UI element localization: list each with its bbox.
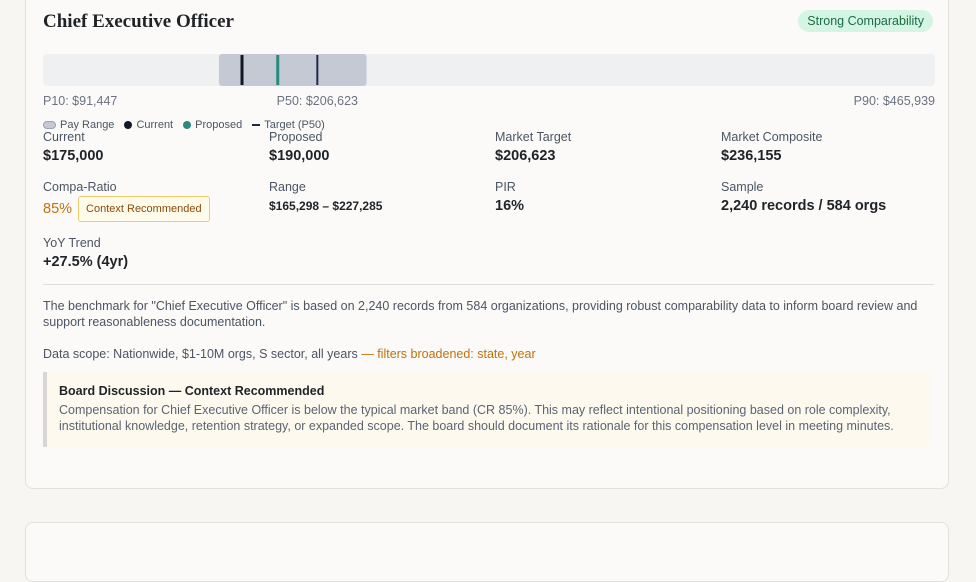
- scale-label: P90: $465,939: [853, 94, 935, 108]
- metric-label: Market Composite: [721, 130, 823, 144]
- legend-item: Target (P50): [252, 119, 325, 131]
- range-bar: [43, 54, 935, 86]
- metric-value: 2,240 records / 584 orgs: [721, 198, 887, 214]
- legend-label: Current: [136, 119, 174, 131]
- summary: The benchmark for "Chief Executive Offic…: [43, 299, 918, 329]
- metric: Market Composite $236,155: [721, 130, 822, 164]
- metric-value: $236,155: [721, 148, 782, 164]
- callout: Board Discussion — Context Recommended C…: [43, 372, 930, 447]
- legend-label: Target (P50): [264, 119, 325, 131]
- scale-label: P10: $91,447: [43, 94, 118, 108]
- metric-value: 85%: [43, 200, 73, 217]
- metric-label: Range: [269, 180, 306, 194]
- metric-value: $206,623: [495, 148, 556, 164]
- next-card: [25, 522, 949, 582]
- scope-text: Data scope: Nationwide, $1-10M orgs, S s…: [43, 347, 358, 361]
- legend-item: Proposed: [183, 119, 242, 131]
- metric-label: Proposed: [269, 130, 323, 144]
- metric: YoY Trend +27.5% (4yr): [43, 236, 128, 270]
- metric-label: YoY Trend: [43, 236, 101, 250]
- legend-icon: [252, 124, 261, 126]
- metric: Proposed $190,000: [269, 130, 329, 164]
- legend-icon: [183, 121, 192, 129]
- target-marker: [316, 55, 319, 85]
- metric: Current $175,000: [43, 130, 103, 164]
- proposed-marker: [276, 55, 280, 85]
- range-track: [43, 54, 935, 86]
- metric-value: $190,000: [269, 148, 330, 164]
- card-content: Chief Executive Officer Strong Comparabi…: [26, 1, 948, 490]
- legend-item: Pay Range: [43, 119, 114, 131]
- metric-label: PIR: [495, 180, 516, 194]
- legend-label: Proposed: [195, 119, 243, 131]
- scope-note: — filters broadened: state, year: [361, 347, 536, 361]
- metric-label: Compa-Ratio: [43, 180, 117, 194]
- metric: Sample 2,240 records / 584 orgs: [721, 180, 886, 214]
- legend-label: Pay Range: [60, 119, 115, 131]
- data-scope: Data scope: Nationwide, $1-10M orgs, S s…: [43, 346, 933, 362]
- page: Chief Executive Officer Strong Comparabi…: [25, 0, 949, 582]
- metric-value: 16%: [495, 198, 525, 214]
- callout-title: Board Discussion — Context Recommended: [59, 384, 325, 398]
- metric-value: $175,000: [43, 148, 104, 164]
- legend-icon: [124, 121, 133, 129]
- metric-label: Market Target: [495, 130, 572, 144]
- metric: Range $165,298 – $227,285: [269, 180, 382, 213]
- divider: [43, 284, 934, 285]
- current-marker: [240, 55, 244, 85]
- scale-label: P50: $206,623: [276, 94, 358, 108]
- metric-label: Current: [43, 130, 85, 144]
- metric: Market Target $206,623: [495, 130, 571, 164]
- context-badge: Context Recommended: [78, 196, 210, 222]
- legend-item: Current: [124, 119, 173, 131]
- metric-label: Sample: [721, 180, 764, 194]
- callout-body: Compensation for Chief Executive Officer…: [59, 403, 894, 433]
- legend: Pay Range Current Proposed Target (P50): [43, 119, 325, 131]
- metric-value: $165,298 – $227,285: [269, 199, 383, 213]
- legend-icon: [43, 121, 56, 129]
- title: Chief Executive Officer: [43, 11, 234, 32]
- metric-value: +27.5% (4yr): [43, 254, 129, 270]
- pay-range: [218, 54, 367, 86]
- card: Chief Executive Officer Strong Comparabi…: [25, 0, 949, 489]
- comparability-badge: Strong Comparability: [798, 10, 933, 32]
- metric: PIR 16%: [495, 180, 524, 214]
- metric: Compa-Ratio 85% Context Recommended: [43, 180, 210, 222]
